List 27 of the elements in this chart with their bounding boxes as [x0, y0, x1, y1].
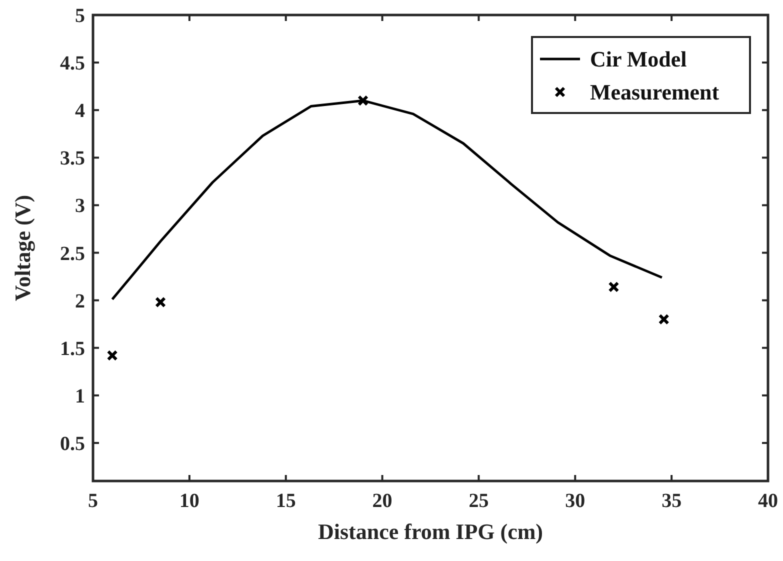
x-tick-label: 10: [179, 490, 200, 512]
y-tick-label: 4.5: [60, 52, 85, 75]
y-tick-label: 2: [75, 290, 85, 312]
legend-label: Cir Model: [590, 46, 687, 72]
x-axis-title: Distance from IPG (cm): [318, 519, 544, 544]
x-tick-label: 30: [565, 490, 586, 512]
point: [658, 314, 670, 325]
point: [106, 350, 118, 361]
y-tick-label: 1.5: [60, 338, 85, 360]
point: [155, 296, 166, 308]
x-tick-label: 15: [276, 490, 296, 512]
x-tick-label: 25: [468, 490, 489, 512]
line-series: [111, 99, 664, 301]
legend-label: Measurement: [590, 80, 720, 105]
y-tick-label: 1: [75, 385, 85, 408]
point: [358, 95, 368, 106]
point: [608, 281, 620, 292]
y-axis-title: Voltage (V): [10, 194, 35, 302]
y-tick-label: 3: [75, 195, 85, 218]
y-tick-label: 5: [75, 5, 85, 27]
x-tick-label: 20: [372, 490, 392, 512]
y-tick-label: 0.5: [60, 432, 85, 455]
x-tick-label: 35: [662, 490, 682, 512]
y-tick-label: 3.5: [60, 148, 85, 170]
y-tick-label: 2.5: [60, 242, 85, 265]
x-tick-label: 40: [758, 490, 778, 512]
y-tick-label: 4: [75, 100, 85, 122]
